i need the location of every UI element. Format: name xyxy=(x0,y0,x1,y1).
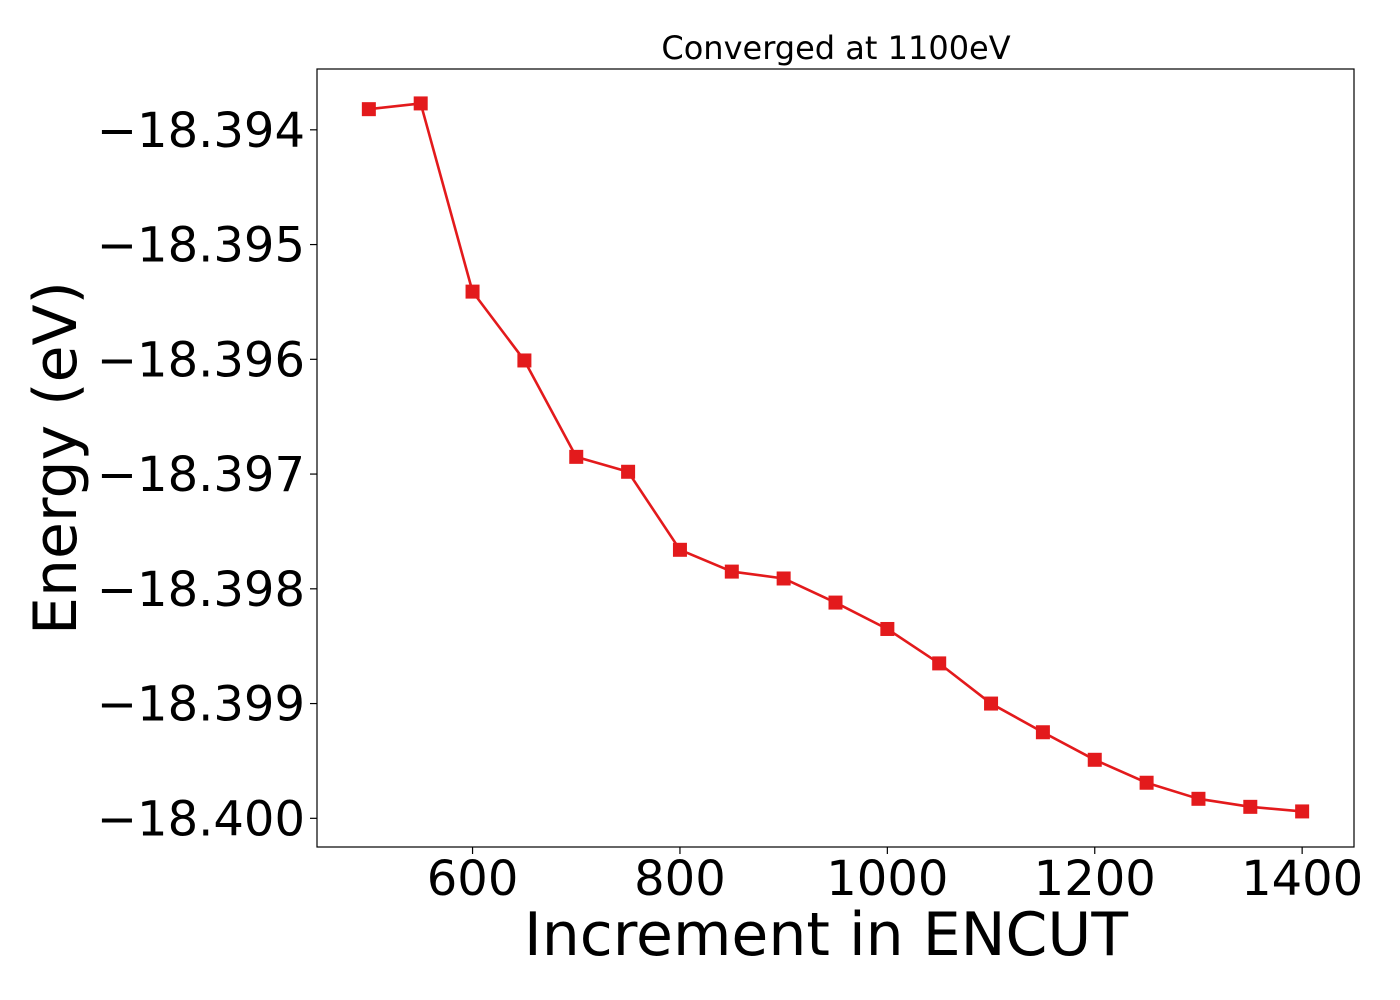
data-point xyxy=(465,284,480,299)
y-tick-label: −18.394 xyxy=(97,103,305,159)
data-point xyxy=(621,464,636,479)
x-axis: 600 800 1000 1200 1400 xyxy=(427,847,1363,907)
data-point xyxy=(1191,791,1206,806)
data-point xyxy=(776,571,791,586)
y-tick-label: −18.398 xyxy=(97,562,305,618)
chart-title: Converged at 1100eV xyxy=(661,29,1010,67)
y-tick-label: −18.396 xyxy=(97,332,305,388)
data-point xyxy=(984,696,999,711)
x-tick-label: 1200 xyxy=(1034,851,1156,907)
data-point xyxy=(880,621,895,636)
data-point xyxy=(517,353,532,368)
series-layer xyxy=(361,96,1310,819)
data-point xyxy=(1035,725,1050,740)
data-point xyxy=(413,96,428,111)
data-point xyxy=(361,102,376,117)
y-axis: −18.394 −18.395 −18.396 −18.397 −18.398 −18.3… xyxy=(97,103,317,847)
x-tick-label: 800 xyxy=(634,851,726,907)
data-point xyxy=(724,564,739,579)
data-point xyxy=(1243,799,1258,814)
data-point xyxy=(672,542,687,557)
y-axis-label: Energy (eV) xyxy=(21,281,91,635)
y-tick-label: −18.399 xyxy=(97,677,305,733)
x-axis-label: Increment in ENCUT xyxy=(524,900,1128,970)
data-point xyxy=(932,656,947,671)
x-tick-label: 1000 xyxy=(826,851,948,907)
x-tick-label: 600 xyxy=(427,851,519,907)
data-point xyxy=(828,595,843,610)
x-tick-label: 1400 xyxy=(1241,851,1363,907)
y-tick-label: −18.395 xyxy=(97,218,305,274)
data-point xyxy=(1295,804,1310,819)
y-tick-label: −18.400 xyxy=(97,791,305,847)
data-point xyxy=(1087,752,1102,767)
plot-area-frame xyxy=(316,68,1355,848)
data-point xyxy=(1139,775,1154,790)
data-point xyxy=(569,449,584,464)
y-tick-label: −18.397 xyxy=(97,447,305,503)
